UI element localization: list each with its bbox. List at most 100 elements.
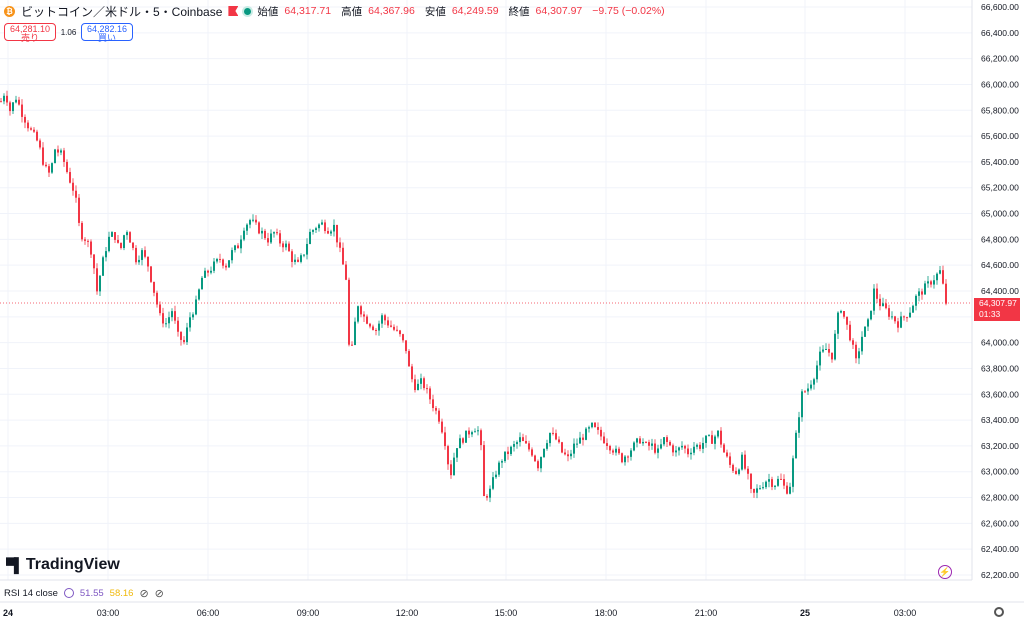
candle-body (738, 469, 740, 474)
candle-body (945, 283, 947, 304)
lightning-icon[interactable]: ⚡ (938, 565, 952, 579)
tradingview-logo-icon: ▀▌ (6, 557, 24, 573)
candle-body (306, 243, 308, 255)
price-tick-label: 65,400.00 (981, 157, 1019, 167)
high-label: 高値 (341, 5, 363, 18)
candle-body (774, 485, 776, 487)
candle-body (393, 326, 395, 330)
candle-body (426, 388, 428, 390)
candle-body (762, 487, 764, 489)
low-value: 64,249.59 (451, 5, 499, 17)
remove-icon[interactable]: ⊘ (154, 587, 164, 600)
candle-body (138, 259, 140, 263)
rsi-visibility-icon[interactable] (63, 588, 74, 598)
candle-body (177, 320, 179, 332)
candle-body (396, 329, 398, 331)
candle-body (198, 289, 200, 300)
candle-body (897, 321, 899, 328)
candle-body (324, 222, 326, 231)
candle-body (78, 197, 80, 223)
countdown-value: 01:33 (979, 309, 1001, 319)
candle-body (831, 352, 833, 360)
sell-label: 売り (20, 32, 39, 43)
candle-body (522, 437, 524, 441)
candle-body (612, 450, 614, 453)
candle-body (24, 116, 26, 123)
candle-body (36, 131, 38, 141)
candle-body (486, 496, 488, 498)
candle-body (213, 261, 215, 271)
sell-button[interactable]: 64,281.10 売り (4, 23, 56, 43)
candle-body (903, 316, 905, 318)
symbol-title[interactable]: ビットコイン／米ドル・5・Coinbase (21, 4, 223, 19)
bitcoin-icon: ₿ (4, 5, 15, 17)
candle-body (864, 326, 866, 337)
candle-body (768, 479, 770, 482)
candle-body (558, 439, 560, 443)
flag-icon[interactable] (228, 6, 239, 16)
rsi-value: 51.55 (79, 587, 104, 599)
candle-body (801, 391, 803, 418)
candle-body (351, 344, 353, 346)
candle-body (804, 391, 806, 393)
open-label: 始値 (257, 5, 279, 18)
candle-body (255, 219, 257, 223)
candle-body (540, 457, 542, 469)
candle-body (708, 435, 710, 437)
price-tick-label: 64,800.00 (981, 234, 1019, 244)
candle-body (45, 164, 47, 167)
candle-body (123, 235, 125, 249)
time-tick-label: 03:00 (97, 608, 120, 618)
close-label: 終値 (508, 5, 530, 18)
candle-body (681, 445, 683, 448)
price-tick-label: 63,000.00 (981, 467, 1019, 477)
candle-body (249, 220, 251, 225)
candle-body (444, 432, 446, 447)
tradingview-logo[interactable]: ▀▌ TradingView (6, 556, 120, 574)
candle-body (93, 254, 95, 269)
candle-body (861, 336, 863, 352)
candle-body (822, 349, 824, 352)
rsi-label[interactable]: RSI 14 close (4, 587, 58, 599)
last-price-tag: 64,307.97 01:33 (974, 298, 1020, 321)
buy-button[interactable]: 64,282.16 買い (81, 23, 133, 42)
candle-body (357, 306, 359, 322)
candle-body (807, 388, 809, 392)
candle-body (318, 224, 320, 229)
candle-body (3, 95, 5, 102)
price-tick-label: 65,800.00 (981, 105, 1019, 115)
candle-body (576, 443, 578, 445)
gear-icon[interactable] (994, 607, 1004, 617)
hide-icon[interactable]: ⊘ (139, 587, 149, 600)
candle-body (534, 455, 536, 462)
candle-body (147, 256, 149, 267)
candle-body (723, 444, 725, 453)
candle-body (330, 231, 332, 234)
candle-body (144, 250, 146, 257)
candle-body (810, 384, 812, 389)
candle-body (813, 379, 815, 385)
candle-body (894, 316, 896, 322)
open-value: 64,317.71 (284, 5, 332, 17)
candle-body (879, 298, 881, 307)
candle-body (873, 288, 875, 311)
candle-body (72, 182, 74, 191)
candle-body (165, 323, 167, 325)
candle-body (84, 239, 86, 241)
candle-body (135, 247, 137, 263)
candle-body (12, 102, 14, 112)
candle-body (210, 270, 212, 273)
change-value: −9.75 (−0.02%) (592, 5, 665, 17)
candle-body (420, 378, 422, 384)
candle-body (798, 417, 800, 433)
candle-body (672, 445, 674, 453)
candle-body (327, 230, 329, 234)
candle-body (345, 264, 347, 280)
candle-body (930, 281, 932, 285)
candle-body (450, 464, 452, 476)
market-status-icon[interactable] (244, 7, 252, 15)
candle-body (525, 440, 527, 444)
price-tick-label: 66,400.00 (981, 28, 1019, 38)
candle-body (69, 172, 71, 183)
